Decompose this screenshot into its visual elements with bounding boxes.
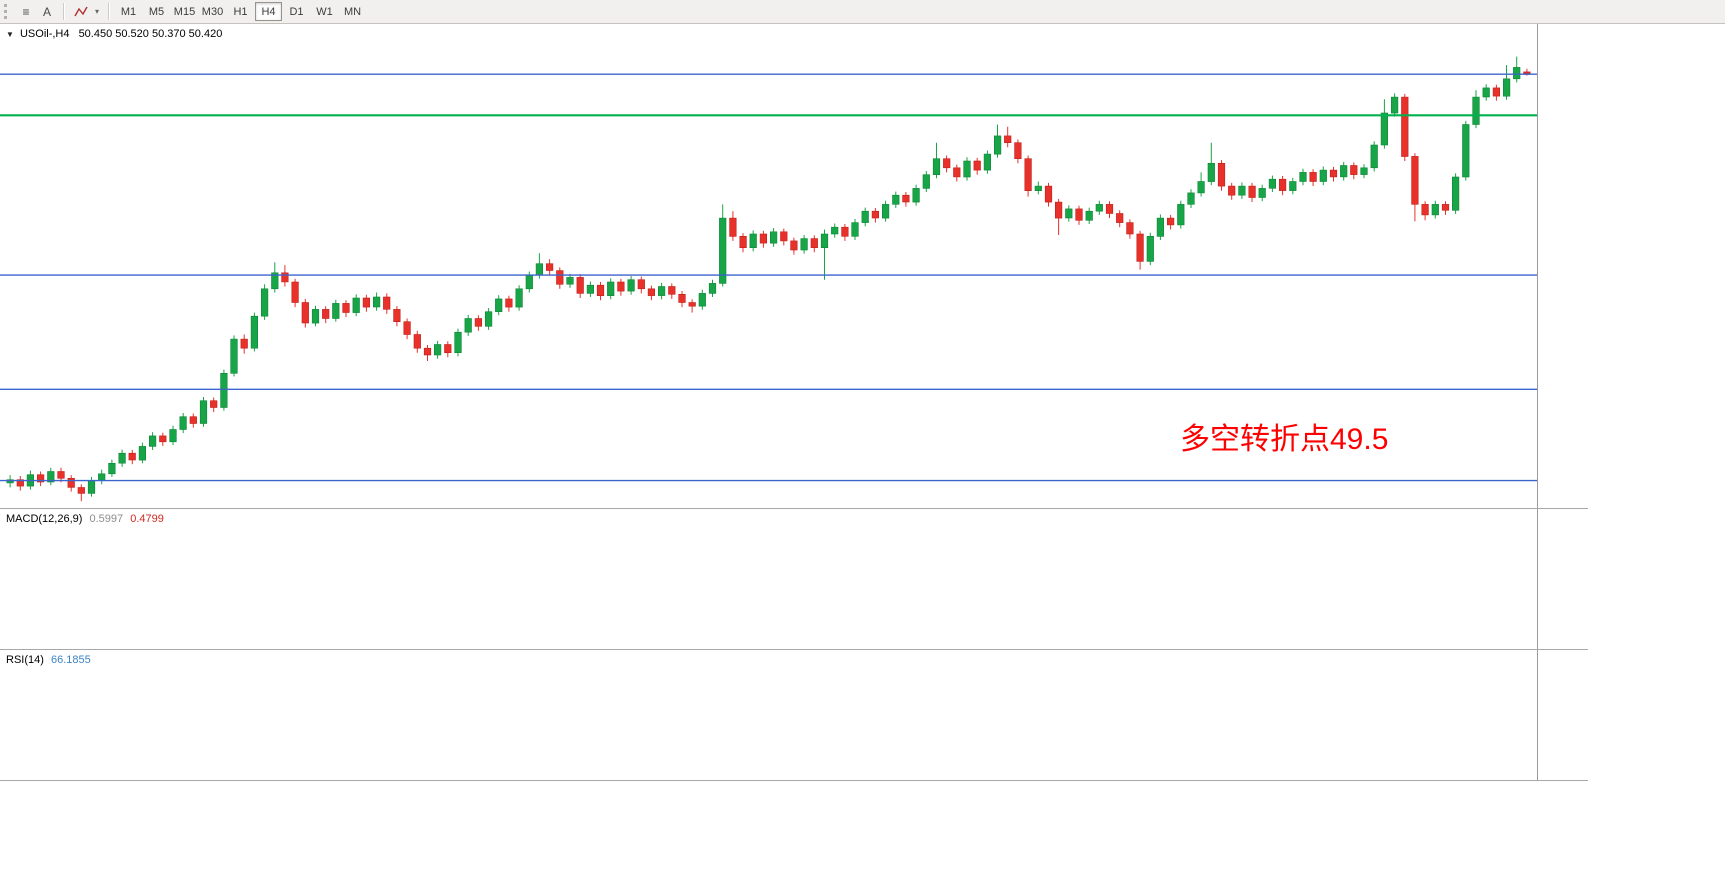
timeframe-d1[interactable]: D1 <box>289 5 304 18</box>
symbol-period-label: USOil-,H4 <box>19 28 70 40</box>
timeframe-button-group: M1 M5 M15 M30 H1 H4 D1 W1 MN <box>115 0 366 23</box>
price-panel: ▼ USOil-,H4 50.450 50.520 50.370 50.420 … <box>0 24 1588 508</box>
timeframe-m1[interactable]: M1 <box>120 5 137 18</box>
rsi-value: 66.1855 <box>50 654 91 666</box>
macd-value-main: 0.5997 <box>89 513 124 525</box>
rsi-canvas[interactable] <box>0 651 1537 780</box>
collapse-icon[interactable]: ▼ <box>6 30 14 39</box>
candles <box>6 56 1531 502</box>
timeframe-m15[interactable]: M15 <box>173 5 196 18</box>
price-axis[interactable] <box>1537 24 1588 508</box>
timeframe-m30[interactable]: M30 <box>201 5 224 18</box>
time-axis[interactable] <box>0 780 1588 805</box>
zigzag-icon[interactable] <box>71 2 91 21</box>
macd-label: MACD(12,26,9) 0.5997 0.4799 <box>6 513 168 525</box>
timeframe-h4[interactable]: H4 <box>255 2 282 21</box>
text-annotation[interactable]: 多空转折点49.5 <box>1180 423 1389 456</box>
ohlc-values: 50.450 50.520 50.370 50.420 <box>78 28 223 40</box>
toolbar-separator <box>108 3 110 20</box>
timeframe-h1[interactable]: H1 <box>233 5 248 18</box>
macd-value-signal: 0.4799 <box>130 513 164 525</box>
timeframe-toolbar: ≡ A ▾ M1 M5 M15 M30 H1 H4 D1 W1 MN <box>0 0 1725 24</box>
rsi-panel: RSI(14) 66.1855 <box>0 649 1588 780</box>
dropdown-caret-icon[interactable]: ▾ <box>94 7 99 16</box>
rsi-axis[interactable] <box>1537 650 1588 780</box>
macd-name: MACD(12,26,9) <box>6 513 83 525</box>
chart-window: ▼ USOil-,H4 50.450 50.520 50.370 50.420 … <box>0 24 1588 805</box>
timeframe-mn[interactable]: MN <box>343 5 362 18</box>
rsi-name: RSI(14) <box>6 654 44 666</box>
timeframe-w1[interactable]: W1 <box>316 5 333 18</box>
rsi-label: RSI(14) 66.1855 <box>6 654 95 666</box>
chart-list-icon[interactable]: ≡ <box>22 4 30 19</box>
tool-icon-group: ≡ A ▾ <box>16 0 115 23</box>
chart-title: ▼ USOil-,H4 50.450 50.520 50.370 50.420 <box>6 28 222 40</box>
text-label-icon[interactable]: A <box>42 4 51 19</box>
macd-axis[interactable] <box>1537 509 1588 649</box>
macd-panel: MACD(12,26,9) 0.5997 0.4799 <box>0 508 1588 649</box>
timeframe-m5[interactable]: M5 <box>148 5 165 18</box>
toolbar-separator <box>63 3 65 20</box>
price-chart-canvas[interactable] <box>0 24 1537 508</box>
macd-canvas[interactable] <box>0 510 1537 649</box>
toolbar-drag-handle[interactable] <box>4 4 11 19</box>
